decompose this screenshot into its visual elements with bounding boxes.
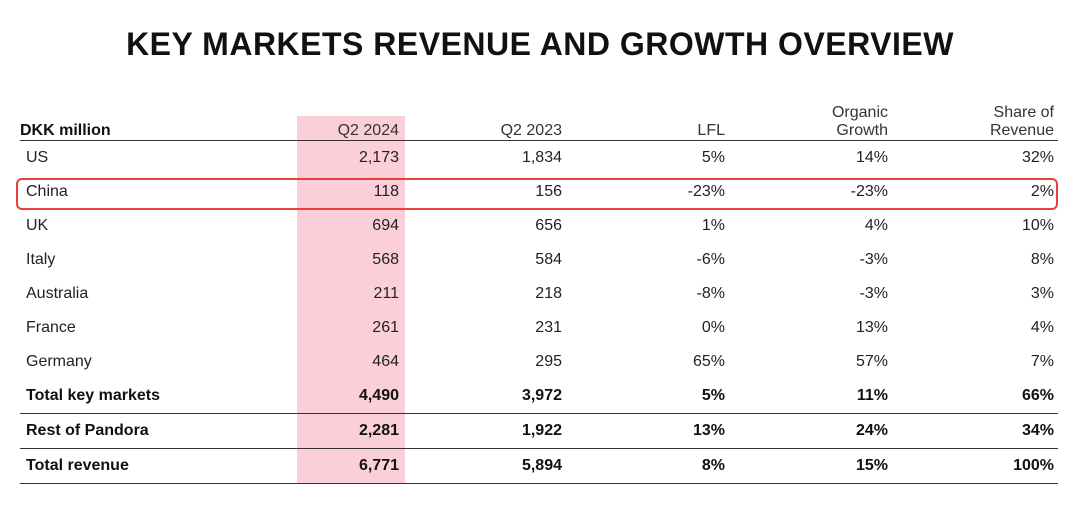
q2-2023-value: 3,972 [521, 387, 562, 404]
header-q2-2024: Q2 2024 [337, 122, 399, 139]
china-row-highlight-box [16, 178, 1058, 210]
key-markets-table: DKK million Q2 2024 Q2 2023 LFL Organic … [20, 102, 1058, 484]
header-dkk-million: DKK million [20, 122, 111, 139]
organic-growth-value: 4% [864, 217, 888, 234]
table-row: Germany 464 295 65% 57% 7% [20, 345, 1058, 379]
total-revenue-row: Total revenue 6,771 5,894 8% 15% 100% [20, 448, 1058, 484]
lfl-value: -6% [696, 251, 725, 268]
share-value: 4% [1030, 319, 1054, 336]
organic-growth-value: 13% [855, 319, 888, 336]
table-row: UK 694 656 1% 4% 10% [20, 209, 1058, 243]
total-key-markets-row: Total key markets 4,490 3,972 5% 11% 66% [20, 379, 1058, 414]
organic-growth-value: 14% [855, 149, 888, 166]
market-name: France [26, 319, 76, 336]
header-organic-growth: Organic Growth [729, 102, 892, 141]
q2-2024-value: 2,281 [358, 422, 399, 439]
q2-2023-value: 1,834 [521, 149, 562, 166]
q2-2024-value: 211 [373, 285, 399, 302]
q2-2023-value: 1,922 [521, 422, 562, 439]
table-row: France 261 231 0% 13% 4% [20, 311, 1058, 345]
share-value: 2% [1030, 183, 1054, 200]
table-row: China 118 156 -23% -23% 2% [20, 175, 1058, 209]
market-name: US [26, 149, 49, 166]
q2-2023-value: 231 [535, 319, 562, 336]
table-header-row: DKK million Q2 2024 Q2 2023 LFL Organic … [20, 102, 1058, 141]
q2-2024-value: 4,490 [358, 387, 399, 404]
header-lfl: LFL [697, 122, 725, 139]
page-title: KEY MARKETS REVENUE AND GROWTH OVERVIEW [126, 26, 954, 62]
lfl-value: 8% [701, 457, 725, 474]
q2-2024-value: 694 [372, 217, 399, 234]
lfl-value: 13% [692, 422, 725, 439]
lfl-value: 5% [701, 149, 725, 166]
lfl-value: 0% [701, 319, 725, 336]
lfl-value: 1% [701, 217, 725, 234]
market-name: China [26, 183, 68, 200]
market-name: Italy [26, 251, 56, 268]
q2-2024-column-highlight [297, 116, 405, 484]
lfl-value: 65% [692, 353, 725, 370]
organic-growth-value: 11% [856, 387, 888, 404]
share-value: 10% [1021, 217, 1054, 234]
share-value: 7% [1030, 353, 1054, 370]
organic-growth-value: -23% [850, 183, 888, 200]
market-name: Australia [26, 285, 89, 302]
header-share-line-1: Share of [993, 104, 1054, 121]
lfl-value: -8% [696, 285, 725, 302]
share-value: 34% [1021, 422, 1054, 439]
share-value: 8% [1030, 251, 1054, 268]
header-organic-line-1: Organic [831, 104, 888, 121]
table-row: Australia 211 218 -8% -3% 3% [20, 277, 1058, 311]
share-value: 3% [1030, 285, 1054, 302]
q2-2023-value: 584 [535, 251, 562, 268]
market-name: UK [26, 217, 49, 234]
q2-2023-value: 218 [535, 285, 562, 302]
q2-2024-value: 464 [372, 353, 399, 370]
table-row: Italy 568 584 -6% -3% 8% [20, 243, 1058, 277]
q2-2023-value: 295 [535, 353, 562, 370]
market-name: Total revenue [26, 457, 129, 474]
q2-2024-value: 6,771 [358, 457, 399, 474]
share-value: 32% [1021, 149, 1054, 166]
q2-2024-value: 2,173 [358, 149, 399, 166]
header-share-of-revenue: Share of Revenue [892, 102, 1058, 141]
organic-growth-value: -3% [859, 285, 888, 302]
table-row: US 2,173 1,834 5% 14% 32% [20, 141, 1058, 176]
organic-growth-value: 57% [855, 353, 888, 370]
q2-2024-value: 118 [373, 183, 399, 200]
share-value: 100% [1013, 457, 1054, 474]
organic-growth-value: -3% [859, 251, 888, 268]
header-share-line-2: Revenue [989, 122, 1054, 139]
market-name: Rest of Pandora [26, 422, 149, 439]
lfl-value: -23% [687, 183, 725, 200]
q2-2024-value: 568 [372, 251, 399, 268]
q2-2024-value: 261 [372, 319, 399, 336]
header-q2-2023: Q2 2023 [500, 122, 562, 139]
header-organic-line-2: Growth [836, 122, 888, 139]
q2-2023-value: 5,894 [521, 457, 562, 474]
rest-of-pandora-row: Rest of Pandora 2,281 1,922 13% 24% 34% [20, 413, 1058, 449]
q2-2023-value: 656 [535, 217, 562, 234]
market-name: Germany [26, 353, 92, 370]
organic-growth-value: 15% [855, 457, 888, 474]
share-value: 66% [1021, 387, 1054, 404]
lfl-value: 5% [701, 387, 725, 404]
market-name: Total key markets [26, 387, 160, 404]
organic-growth-value: 24% [855, 422, 888, 439]
q2-2023-value: 156 [535, 183, 562, 200]
